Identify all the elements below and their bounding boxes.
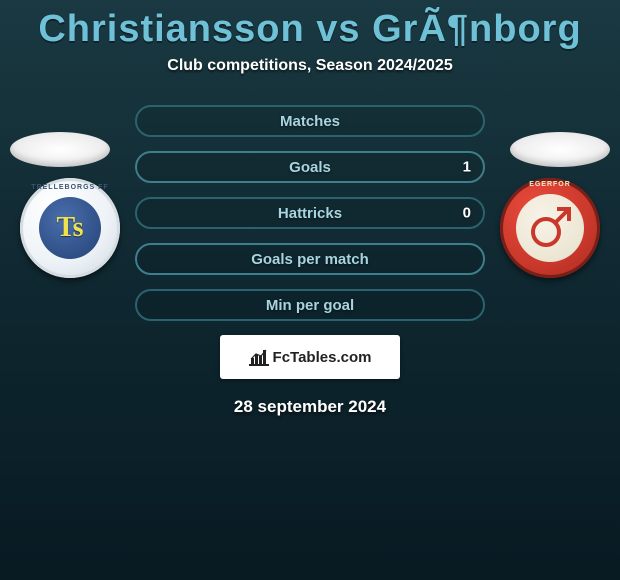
stat-label: Hattricks <box>278 205 342 222</box>
stat-label: Goals <box>289 159 331 176</box>
mars-symbol-icon <box>527 205 573 251</box>
page-title: Christiansson vs GrÃ¶nborg <box>0 0 620 51</box>
badge-left-ring-label: TRELLEBORGS FF <box>20 184 120 191</box>
stat-row: Hattricks 0 <box>135 197 485 229</box>
badge-left-monogram: Ts <box>39 197 101 259</box>
stat-row: Goals per match <box>135 243 485 275</box>
club-badge-right: EGERFOR <box>500 178 600 278</box>
stats-container: Matches Goals 1 Hattricks 0 Goals per match Mi… <box>135 105 485 321</box>
stat-row: Min per goal <box>135 289 485 321</box>
brand-badge[interactable]: FcTables.com <box>220 335 400 379</box>
bar-chart-icon <box>249 348 269 366</box>
stat-row: Matches <box>135 105 485 137</box>
stat-label: Min per goal <box>266 297 354 314</box>
stat-value-right: 1 <box>463 159 471 176</box>
season-subtitle: Club competitions, Season 2024/2025 <box>0 57 620 75</box>
player-photo-left <box>10 132 110 167</box>
stat-label: Matches <box>280 113 340 130</box>
stat-label: Goals per match <box>251 251 369 268</box>
club-badge-left: TRELLEBORGS FF Ts <box>20 178 120 278</box>
stat-value-right: 0 <box>463 205 471 222</box>
stat-row: Goals 1 <box>135 151 485 183</box>
player-photo-right <box>510 132 610 167</box>
brand-label: FcTables.com <box>273 349 372 366</box>
badge-right-ring-label: EGERFOR <box>500 181 600 188</box>
match-date: 28 september 2024 <box>0 397 620 417</box>
